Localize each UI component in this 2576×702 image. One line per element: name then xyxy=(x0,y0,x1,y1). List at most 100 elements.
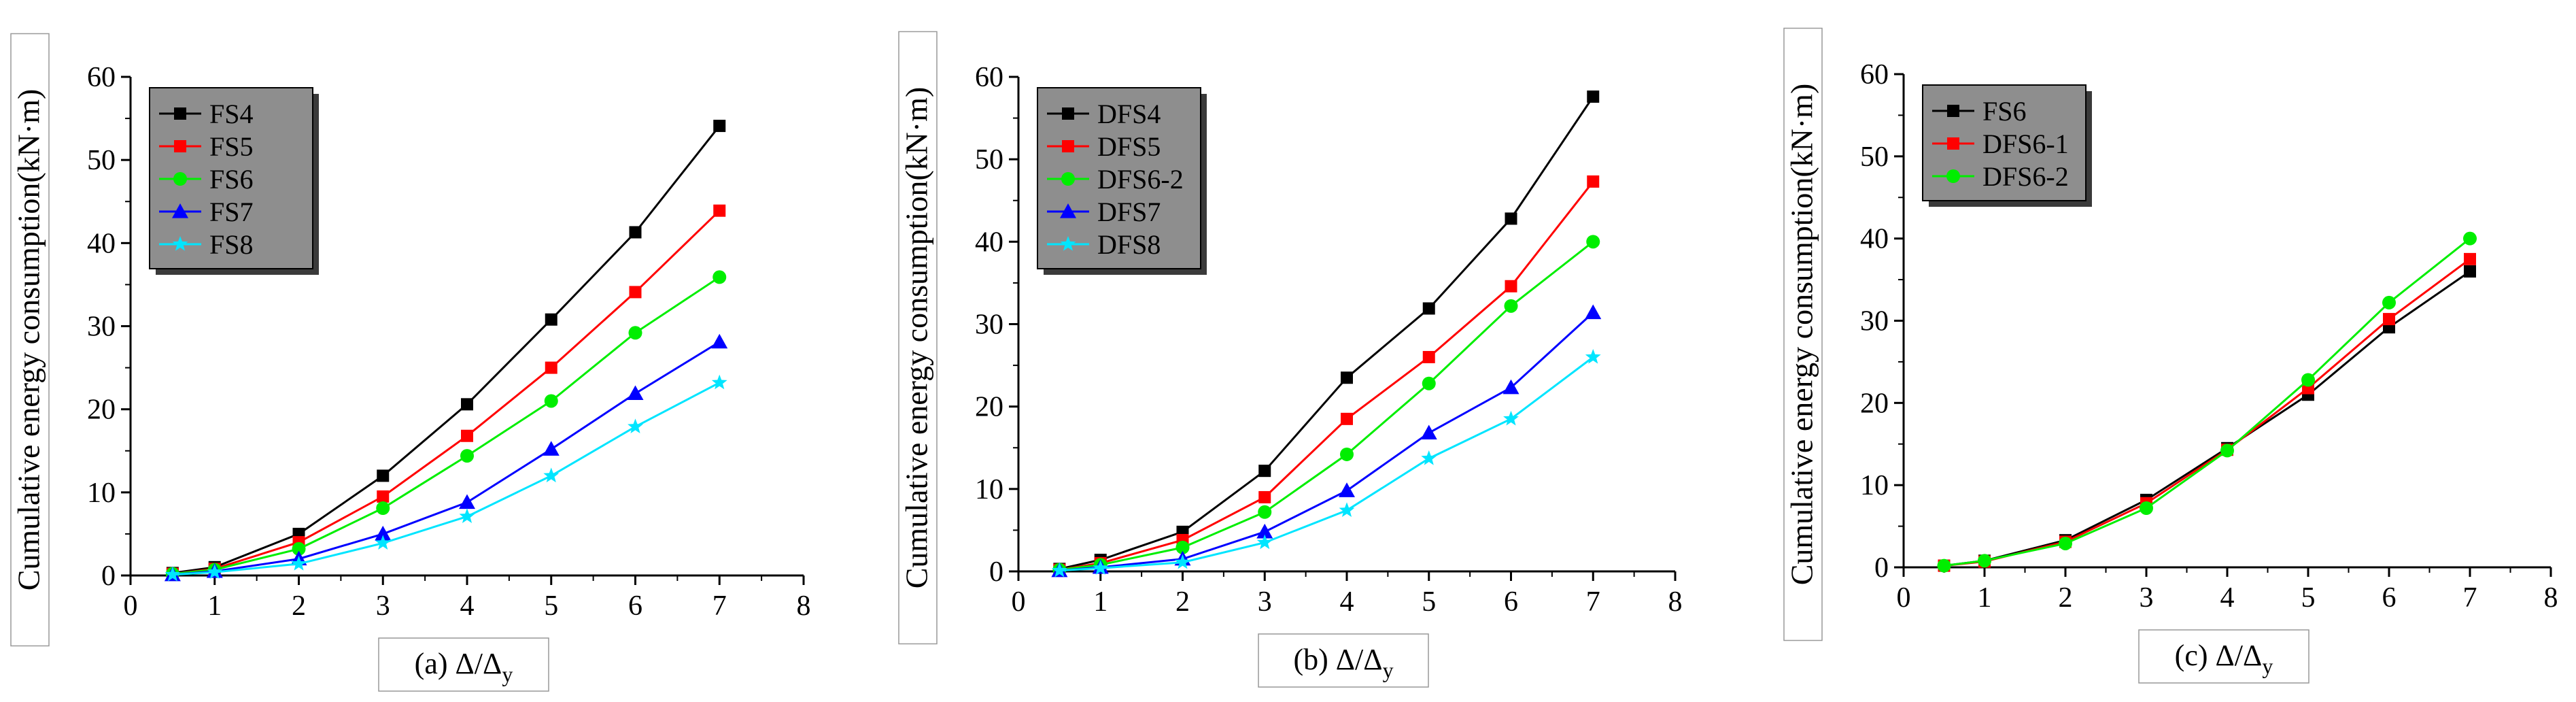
y-axis-label: Cumulative energy consumption(kN·m) xyxy=(899,87,934,589)
series-DFS4 xyxy=(1053,90,1600,575)
data-point xyxy=(1175,540,1190,554)
y-axis-label-frame xyxy=(898,31,938,645)
legend-swatch-marker xyxy=(172,203,188,218)
data-point xyxy=(1504,299,1518,313)
legend-swatch-marker xyxy=(1060,203,1076,218)
series-line xyxy=(1059,241,1594,571)
data-point xyxy=(1339,482,1355,497)
data-point xyxy=(1502,379,1519,395)
legend-swatch-marker xyxy=(1062,107,1074,120)
data-point xyxy=(1258,490,1271,503)
series-line xyxy=(172,125,721,574)
legend-label: DFS7 xyxy=(1097,197,1161,227)
data-point xyxy=(711,374,727,390)
legend-swatch-marker xyxy=(1946,169,1960,183)
y-axis-label-frame xyxy=(1783,27,1823,641)
y-tick-label: 50 xyxy=(975,144,1003,176)
x-tick-label: 5 xyxy=(1422,586,1436,618)
y-tick-label: 0 xyxy=(101,561,116,592)
data-point xyxy=(1505,212,1517,225)
x-tick-label: 3 xyxy=(2140,582,2154,614)
data-point xyxy=(1420,424,1437,440)
legend-item-DFS7: DFS7 xyxy=(1047,197,1161,227)
x-tick-label: 7 xyxy=(712,590,727,622)
data-point xyxy=(627,385,644,401)
legend-label: DFS8 xyxy=(1097,229,1161,260)
y-tick-label: 10 xyxy=(87,478,116,509)
data-point xyxy=(1585,348,1601,364)
legend-swatch-marker xyxy=(1062,140,1074,152)
series-line xyxy=(172,210,721,575)
legend-swatch-marker xyxy=(173,172,187,186)
series-line xyxy=(172,276,721,575)
legend-swatch-marker xyxy=(1947,137,1959,150)
series-line xyxy=(1059,96,1594,570)
panel-caption: (a) Δ/Δy xyxy=(415,647,513,686)
panel-caption-frame xyxy=(378,637,549,692)
x-tick-label: 8 xyxy=(1668,586,1683,618)
x-tick-label: 2 xyxy=(2059,582,2073,614)
legend-item-DFS6-2: DFS6-2 xyxy=(1932,161,2069,192)
data-point xyxy=(1937,558,1951,573)
data-point xyxy=(1093,560,1109,575)
x-tick-label: 8 xyxy=(797,590,811,622)
data-point xyxy=(1341,371,1353,384)
panel-caption-subscript: y xyxy=(1383,658,1394,682)
x-tick-label: 4 xyxy=(460,590,475,622)
x-tick-label: 1 xyxy=(207,590,222,622)
y-tick-label: 10 xyxy=(975,474,1003,505)
data-point xyxy=(460,449,474,463)
series-line xyxy=(1059,312,1594,572)
data-point xyxy=(2140,501,2153,515)
legend-label: FS5 xyxy=(209,131,254,162)
y-tick-label: 0 xyxy=(1874,552,1889,584)
data-point xyxy=(543,441,560,456)
y-axis-label: Cumulative energy consumption(kN·m) xyxy=(1785,84,1819,586)
data-point xyxy=(1340,447,1354,461)
series-DFS6-2 xyxy=(1052,235,1600,577)
y-tick-label: 30 xyxy=(1860,306,1889,337)
data-point xyxy=(2059,536,2072,550)
data-point xyxy=(543,467,560,483)
data-point xyxy=(2382,295,2396,310)
series-DFS8 xyxy=(1051,348,1601,578)
y-tick-label: 40 xyxy=(1860,224,1889,255)
x-tick-label: 2 xyxy=(292,590,306,622)
x-tick-label: 0 xyxy=(1897,582,1911,614)
x-tick-label: 5 xyxy=(544,590,558,622)
data-point xyxy=(629,226,642,239)
data-point xyxy=(712,270,727,284)
series-FS6 xyxy=(165,270,727,581)
x-tick-label: 4 xyxy=(2220,582,2235,614)
data-point xyxy=(377,490,390,503)
data-point xyxy=(713,120,726,133)
chart-panel-2: 0 1 2 3 4 5 6 7 8 0 10 20 30 40 50 60 Cumulative energy … xyxy=(898,31,1683,688)
x-tick-label: 7 xyxy=(1586,586,1600,618)
series-FS8 xyxy=(165,374,727,582)
data-point xyxy=(713,204,726,217)
legend-swatch-marker xyxy=(1060,236,1076,251)
data-point xyxy=(1339,502,1355,518)
y-tick-label: 40 xyxy=(975,227,1003,258)
y-tick-label: 60 xyxy=(975,62,1003,93)
y-tick-label: 40 xyxy=(87,228,116,259)
legend-swatch-marker xyxy=(172,236,188,251)
series-FS7 xyxy=(164,333,728,582)
data-point xyxy=(165,566,181,582)
legend-item-FS7: FS7 xyxy=(159,197,254,227)
legend-item-DFS8: DFS8 xyxy=(1047,229,1161,260)
series-line xyxy=(172,382,720,576)
panel-caption-main: (a) Δ/Δ xyxy=(415,647,502,680)
legend-label: FS6 xyxy=(1982,96,2027,127)
legend-label: FS4 xyxy=(209,99,254,129)
data-point xyxy=(375,535,391,550)
x-tick-label: 8 xyxy=(2544,582,2558,614)
legend-item-FS8: FS8 xyxy=(159,229,254,260)
data-point xyxy=(1341,412,1353,425)
x-tick-label: 3 xyxy=(1258,586,1272,618)
x-tick-label: 3 xyxy=(376,590,390,622)
panel-caption-main: (b) Δ/Δ xyxy=(1293,643,1382,676)
y-tick-label: 50 xyxy=(87,145,116,176)
data-point xyxy=(545,361,557,374)
